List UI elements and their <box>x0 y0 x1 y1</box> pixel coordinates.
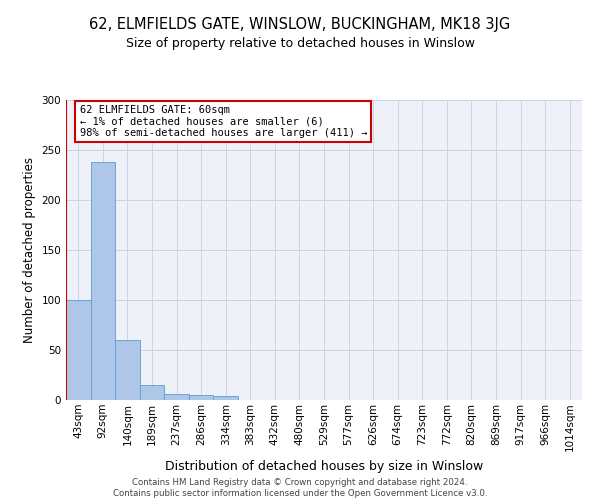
Bar <box>189 395 214 400</box>
Text: Size of property relative to detached houses in Winslow: Size of property relative to detached ho… <box>125 38 475 51</box>
Bar <box>115 340 140 400</box>
Text: 62 ELMFIELDS GATE: 60sqm
← 1% of detached houses are smaller (6)
98% of semi-det: 62 ELMFIELDS GATE: 60sqm ← 1% of detache… <box>80 105 367 138</box>
Bar <box>91 162 115 400</box>
Bar <box>140 385 164 400</box>
Bar <box>66 300 91 400</box>
Bar <box>164 394 189 400</box>
X-axis label: Distribution of detached houses by size in Winslow: Distribution of detached houses by size … <box>165 460 483 472</box>
Text: 62, ELMFIELDS GATE, WINSLOW, BUCKINGHAM, MK18 3JG: 62, ELMFIELDS GATE, WINSLOW, BUCKINGHAM,… <box>89 18 511 32</box>
Text: Contains HM Land Registry data © Crown copyright and database right 2024.
Contai: Contains HM Land Registry data © Crown c… <box>113 478 487 498</box>
Y-axis label: Number of detached properties: Number of detached properties <box>23 157 36 343</box>
Bar <box>214 396 238 400</box>
